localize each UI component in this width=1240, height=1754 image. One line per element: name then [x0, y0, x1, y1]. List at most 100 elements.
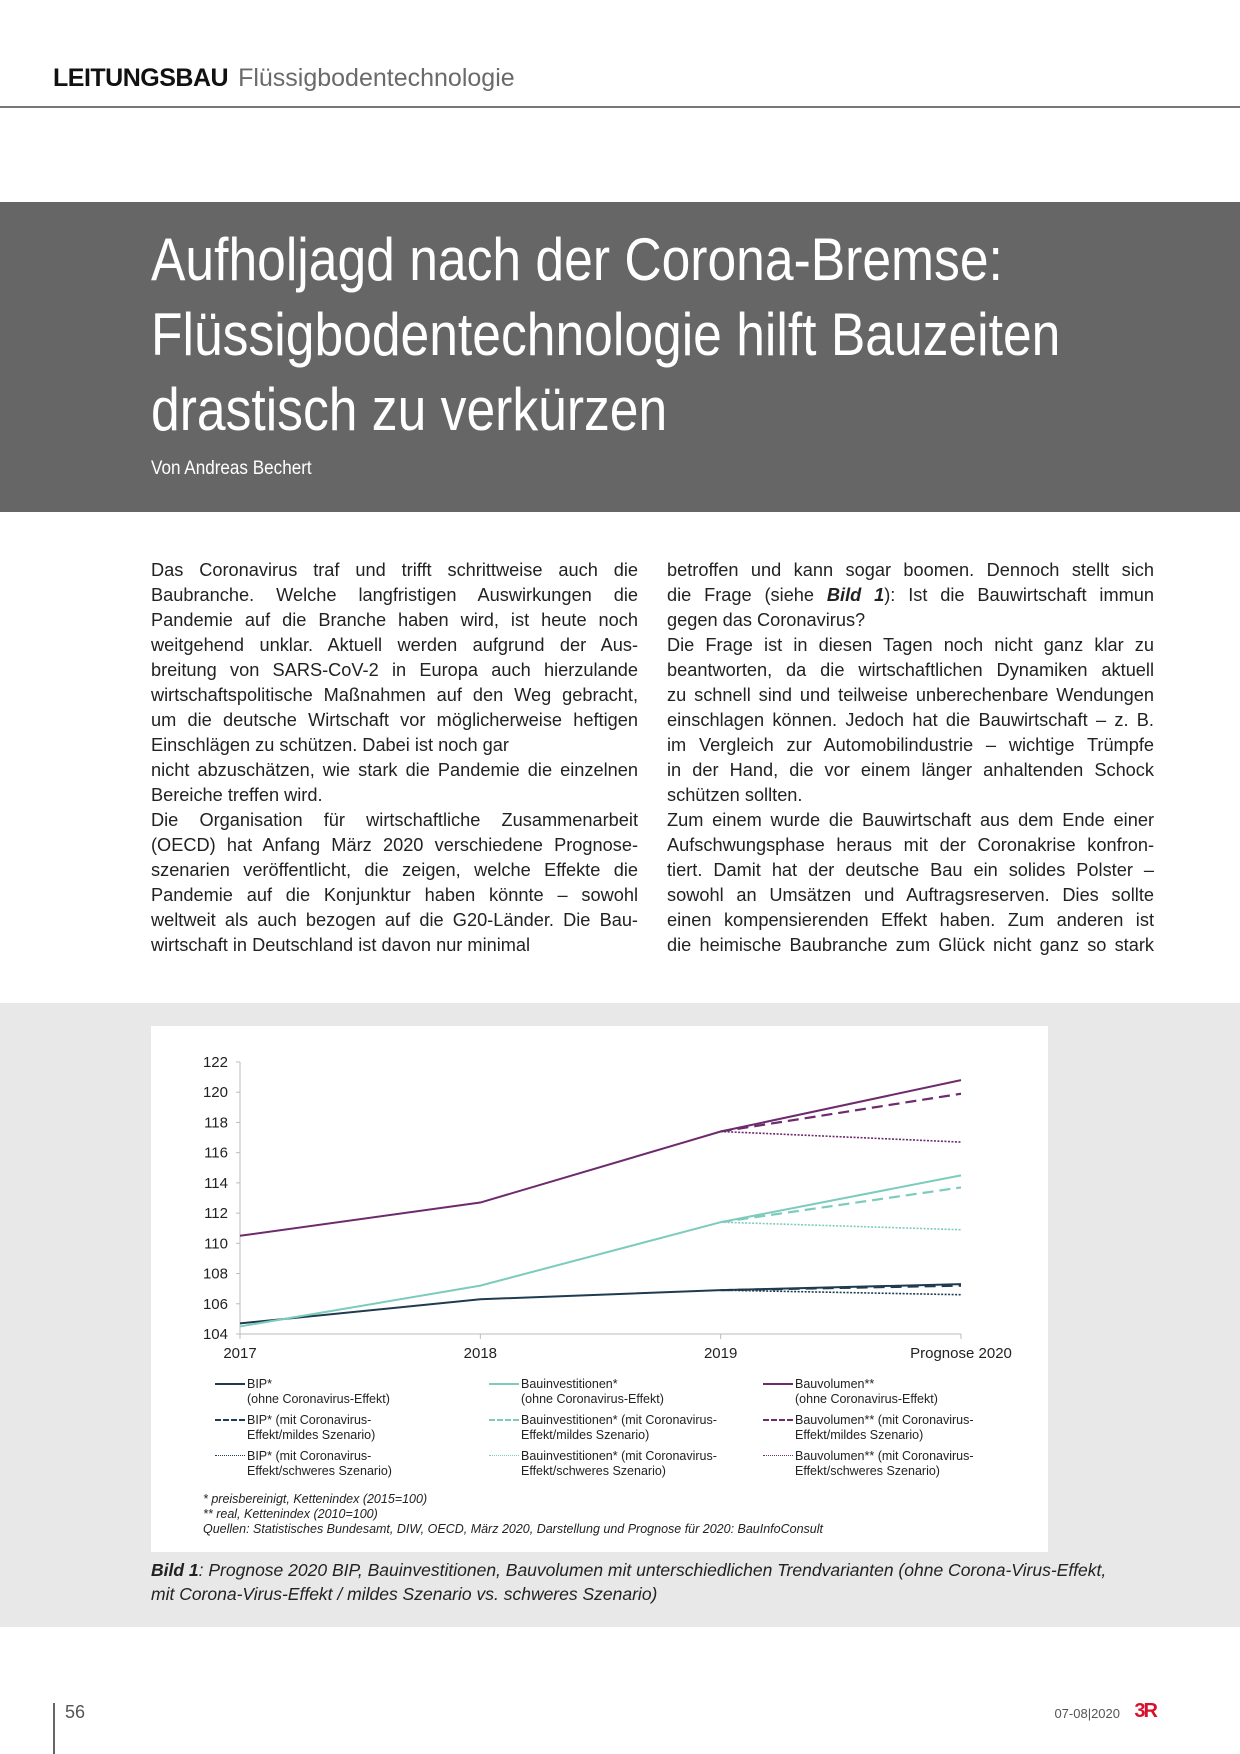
issue-label: 07-08|2020 — [1054, 1706, 1120, 1721]
text-line: (OECD) hat Anfang März 2020 verschiedene… — [151, 835, 638, 855]
legend-label: BIP* — [247, 1377, 273, 1391]
series-line-3 — [720, 1284, 962, 1292]
footnote: Quellen: Statistisches Bundesamt, DIW, O… — [203, 1522, 823, 1536]
chart-panel — [151, 1026, 1048, 1552]
legend-item: BIP* (ohne Coronavirus-Effekt) — [215, 1377, 475, 1407]
legend-item: Bauinvestitionen* (ohne Coronavirus-Effek… — [489, 1377, 749, 1407]
text-line: nicht abzuschätzen, wie stark die Pandem… — [151, 760, 638, 780]
page-number: 56 — [65, 1702, 86, 1722]
header-rule — [0, 106, 1240, 108]
legend-label: Bauvolumen** — [795, 1377, 875, 1391]
legend-swatch — [489, 1419, 519, 1421]
figure-caption: Bild 1: Prognose 2020 BIP, Bauinvestitio… — [151, 1558, 1111, 1606]
figure-reference-link[interactable]: Bild 1 — [826, 585, 885, 605]
topic-label: Flüssigbodentechnologie — [238, 64, 515, 92]
series-line-0 — [239, 1283, 962, 1325]
legend-swatch — [763, 1455, 793, 1456]
series-line-6 — [720, 1289, 962, 1296]
text-line: wirtschaft in Deutschland ist davon nur … — [151, 935, 531, 955]
legend-item: BIP* (mit Coronavirus- Effekt/schweres Sz… — [215, 1449, 475, 1479]
text-line: in der Hand, die vor einem länger anhalt… — [667, 760, 1154, 780]
y-tick-label: 106 — [203, 1296, 228, 1313]
caption-text: : Prognose 2020 BIP, Bauinvestitionen, B… — [151, 1560, 1107, 1604]
legend-sublabel: Effekt/mildes Szenario) — [521, 1428, 650, 1442]
text-line: Pandemie auf die Branche haben wird, ist… — [151, 610, 638, 630]
legend-sublabel: Effekt/mildes Szenario) — [247, 1428, 376, 1442]
legend-sublabel: Effekt/schweres Szenario) — [247, 1464, 392, 1478]
footnote: ** real, Kettenindex (2010=100) — [203, 1507, 378, 1521]
byline: Von Andreas Bechert — [151, 458, 312, 479]
y-tick-label: 116 — [204, 1145, 228, 1162]
legend-item: Bauvolumen** (mit Coronavirus- Effekt/mil… — [763, 1413, 1023, 1443]
legend-label: Bauinvestitionen* (mit Coronavirus- — [521, 1449, 717, 1463]
text-line: Das Coronavirus traf und trifft schrittw… — [151, 560, 638, 580]
text-line: einen kompensierenden Effekt haben. Zum … — [667, 910, 1154, 930]
text-line: szenarien veröffentlicht, die zeigen, we… — [151, 860, 638, 880]
legend-sublabel: (ohne Coronavirus-Effekt) — [247, 1392, 390, 1406]
text-line: breitung von SARS-CoV-2 in Europa auch h… — [151, 660, 638, 680]
legend-swatch — [489, 1383, 519, 1385]
text-line: sowohl an Umsätzen und Auftragsreserven.… — [667, 885, 1154, 905]
text-line: weitgehend unklar. Aktuell werden aufgru… — [151, 635, 638, 655]
legend-label: BIP* (mit Coronavirus- — [247, 1413, 372, 1427]
text-line: Pandemie auf die Konjunktur haben könnte… — [151, 885, 638, 905]
text-line: tiert. Damit hat der deutsche Bau ein so… — [667, 860, 1154, 880]
text-line: einschlagen können. Jedoch hat die Bauwi… — [667, 710, 1154, 730]
legend-sublabel: Effekt/mildes Szenario) — [795, 1428, 924, 1442]
legend-swatch — [215, 1419, 245, 1421]
body-column-right: betroffen und kann sogar boomen. Dennoch… — [667, 558, 1154, 958]
y-tick-label: 108 — [203, 1266, 228, 1283]
text-segment: die Frage (siehe — [667, 585, 827, 605]
caption-label: Bild 1 — [151, 1560, 199, 1580]
text-line: schützen sollten. — [667, 785, 803, 805]
x-tick-label: Prognose 2020 — [910, 1345, 1012, 1362]
legend-swatch — [215, 1383, 245, 1385]
x-tick-label: 2019 — [704, 1345, 737, 1362]
legend-swatch — [763, 1383, 793, 1385]
text-line: die Frage (siehe Bild 1): Ist die Bauwir… — [667, 583, 1154, 608]
legend-label: Bauinvestitionen* (mit Coronavirus- — [521, 1413, 717, 1427]
legend-item: Bauinvestitionen* (mit Coronavirus- Effek… — [489, 1413, 749, 1443]
legend-sublabel: (ohne Coronavirus-Effekt) — [521, 1392, 664, 1406]
text-segment: ): Ist die Bauwirtschaft immun — [884, 585, 1154, 605]
text-line: die heimische Baubranche zum Glück nicht… — [667, 935, 1154, 955]
running-header: LEITUNGSBAU Flüssigbodentechnologie — [53, 64, 515, 93]
legend-swatch — [489, 1455, 519, 1456]
series-line-5 — [720, 1092, 962, 1133]
legend-item: Bauvolumen** (mit Coronavirus- Effekt/sch… — [763, 1449, 1023, 1479]
text-line: im Vergleich zur Automobilindustrie – wi… — [667, 735, 1154, 755]
title-line: Aufholjagd nach der Corona-Bremse: — [151, 226, 1003, 293]
title-line: Flüssigbodentechnologie hilft Bauzeiten — [151, 301, 1061, 368]
text-line: beantworten, da die wirtschaftlichen Dyn… — [667, 660, 1154, 680]
x-tick-label: 2017 — [223, 1345, 256, 1362]
text-line: Baubranche. Welche langfristigen Auswirk… — [151, 585, 638, 605]
y-tick-label: 120 — [203, 1084, 228, 1101]
legend-item: Bauinvestitionen* (mit Coronavirus- Effek… — [489, 1449, 749, 1479]
series-line-2 — [239, 1079, 962, 1237]
footnote: * preisbereinigt, Kettenindex (2015=100) — [203, 1492, 428, 1506]
chart-footnotes: * preisbereinigt, Kettenindex (2015=100)… — [203, 1492, 823, 1537]
series-line-7 — [720, 1221, 962, 1231]
legend-label: Bauvolumen** (mit Coronavirus- — [795, 1413, 974, 1427]
magazine-logo: 3R — [1134, 1700, 1158, 1722]
legend-sublabel: (ohne Coronavirus-Effekt) — [795, 1392, 938, 1406]
y-tick-label: 122 — [203, 1054, 228, 1071]
article-title: Aufholjagd nach der Corona-Bremse: Flüss… — [151, 222, 1060, 447]
text-line: gegen das Coronavirus? — [667, 610, 866, 630]
text-line: um die deutsche Wirtschaft vor möglicher… — [151, 710, 638, 730]
legend-label: Bauvolumen** (mit Coronavirus- — [795, 1449, 974, 1463]
legend-swatch — [763, 1419, 793, 1421]
title-line: drastisch zu verkürzen — [151, 376, 668, 443]
legend-swatch — [215, 1455, 245, 1456]
text-line: weltweit als auch bezogen auf die G20-Lä… — [151, 910, 638, 930]
title-band — [0, 202, 1240, 512]
legend-item: Bauvolumen** (ohne Coronavirus-Effekt) — [763, 1377, 1023, 1407]
body-column-left: Das Coronavirus traf und trifft schrittw… — [151, 558, 638, 958]
text-line: zu schnell sind und teilweise unberechen… — [667, 685, 1154, 705]
series-line-8 — [720, 1130, 962, 1143]
y-tick-label: 104 — [203, 1326, 228, 1343]
legend-sublabel: Effekt/schweres Szenario) — [795, 1464, 940, 1478]
section-label: LEITUNGSBAU — [53, 64, 229, 92]
legend-item: BIP* (mit Coronavirus- Effekt/mildes Szen… — [215, 1413, 475, 1443]
series-line-1 — [239, 1174, 962, 1328]
